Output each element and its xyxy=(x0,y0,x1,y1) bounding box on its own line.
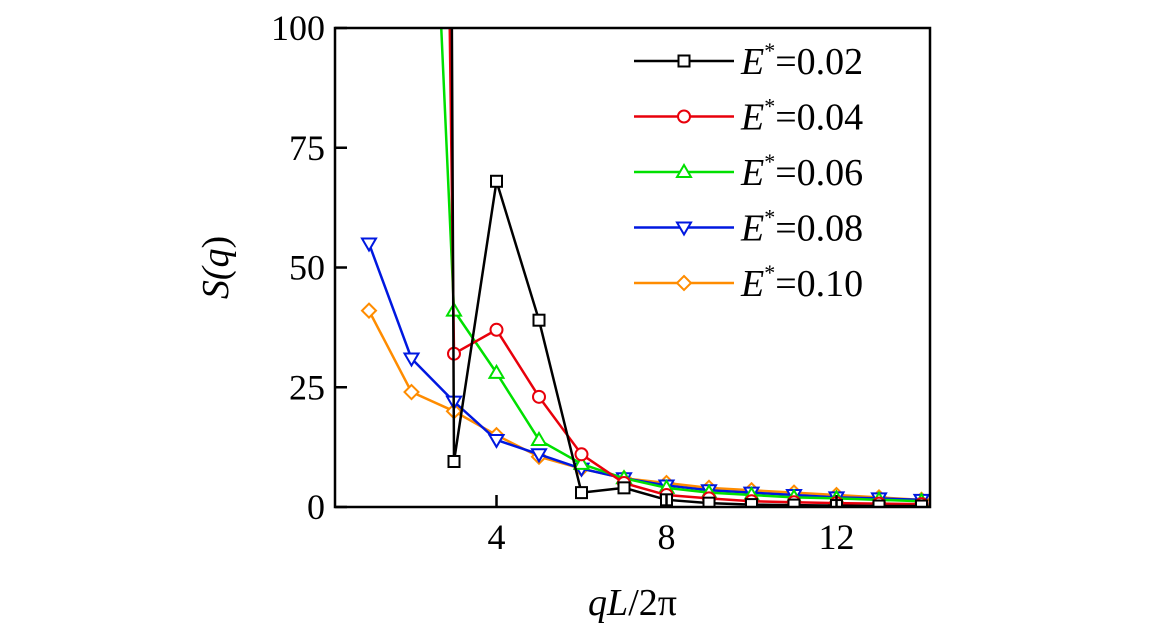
y-tick-label: 0 xyxy=(307,487,325,527)
legend-label: E*=0.10 xyxy=(740,260,863,305)
legend: E*=0.02 E*=0.04 E*=0.06 E*=0.08 E*=0.10 xyxy=(634,38,863,305)
data-point xyxy=(532,313,546,327)
data-point xyxy=(702,496,716,507)
data-point xyxy=(617,481,631,495)
legend-marker xyxy=(677,109,691,124)
y-tick-label: 100 xyxy=(271,8,325,48)
legend-entry: E*=0.02 xyxy=(634,38,863,83)
data-point xyxy=(403,383,420,401)
data-point xyxy=(572,454,591,470)
data-point xyxy=(487,433,506,449)
data-point xyxy=(745,498,758,507)
legend-entry: E*=0.08 xyxy=(634,205,863,250)
data-point xyxy=(489,322,504,337)
legend-label: E*=0.08 xyxy=(740,205,863,250)
data-point xyxy=(360,237,378,253)
data-point xyxy=(360,302,378,320)
x-tick-label: 12 xyxy=(819,517,855,557)
legend-entry: E*=0.06 xyxy=(634,149,863,194)
y-tick-label: 75 xyxy=(289,128,325,168)
legend-marker xyxy=(675,221,693,237)
data-point xyxy=(530,448,548,464)
legend-entry: E*=0.04 xyxy=(634,94,863,139)
legend-marker xyxy=(675,274,693,292)
y-tick-label: 25 xyxy=(289,367,325,407)
legend-marker xyxy=(677,54,691,68)
legend-entry: E*=0.10 xyxy=(634,260,863,305)
y-axis-label: S(q) xyxy=(195,236,237,299)
data-point xyxy=(487,363,506,379)
data-point xyxy=(490,174,503,188)
data-point xyxy=(575,486,588,500)
data-point xyxy=(532,389,546,404)
x-axis-label: qL/2π xyxy=(588,582,677,624)
y-tick-label: 50 xyxy=(289,248,325,288)
data-point xyxy=(402,352,421,368)
ticks-layer: 4 8 12 0 25 50 75 100 xyxy=(271,8,855,557)
series-010 xyxy=(360,302,930,507)
legend-label: E*=0.06 xyxy=(740,149,863,194)
data-point xyxy=(447,454,461,468)
legend-marker xyxy=(675,163,693,178)
data-point xyxy=(787,498,801,507)
data-point xyxy=(530,430,548,446)
legend-label: E*=0.04 xyxy=(740,94,863,139)
x-tick-label: 4 xyxy=(488,517,506,557)
x-tick-label: 8 xyxy=(658,517,676,557)
legend-label: E*=0.02 xyxy=(740,38,863,83)
data-point xyxy=(574,447,589,462)
